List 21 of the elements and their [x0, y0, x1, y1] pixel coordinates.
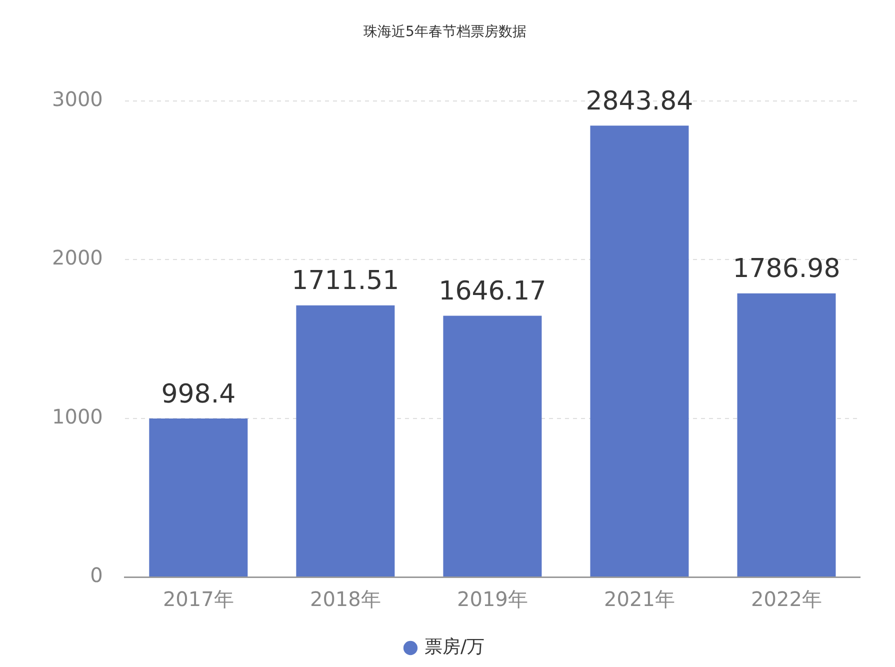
x-tick-label: 2019年 [456, 587, 528, 612]
chart-title: 珠海近5年春节档票房数据 [364, 24, 526, 40]
y-tick-label: 2000 [52, 246, 103, 270]
data-label: 2843.84 [586, 86, 694, 116]
x-tick-label: 2018年 [310, 587, 381, 612]
data-label: 1646.17 [438, 276, 546, 306]
x-tick-label: 2022年 [751, 587, 822, 612]
y-tick-label: 0 [90, 563, 103, 588]
data-label: 1711.51 [292, 266, 400, 296]
bar [149, 418, 248, 576]
x-tick-label: 2021年 [604, 587, 675, 612]
bar [443, 316, 542, 576]
bar [590, 126, 689, 576]
data-label: 1786.98 [732, 254, 840, 284]
bar [737, 293, 836, 576]
y-tick-label: 1000 [52, 404, 103, 428]
y-tick-label: 3000 [52, 87, 103, 112]
x-tick-label: 2017年 [162, 587, 234, 612]
legend-label: 票房/万 [424, 636, 485, 658]
bar [296, 305, 395, 576]
data-label: 998.4 [161, 379, 236, 410]
